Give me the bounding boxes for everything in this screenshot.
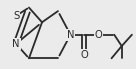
Text: O: O [80, 50, 88, 60]
Text: N: N [12, 39, 20, 49]
Text: O: O [95, 30, 102, 40]
Text: S: S [13, 11, 19, 21]
Text: N: N [67, 30, 74, 40]
